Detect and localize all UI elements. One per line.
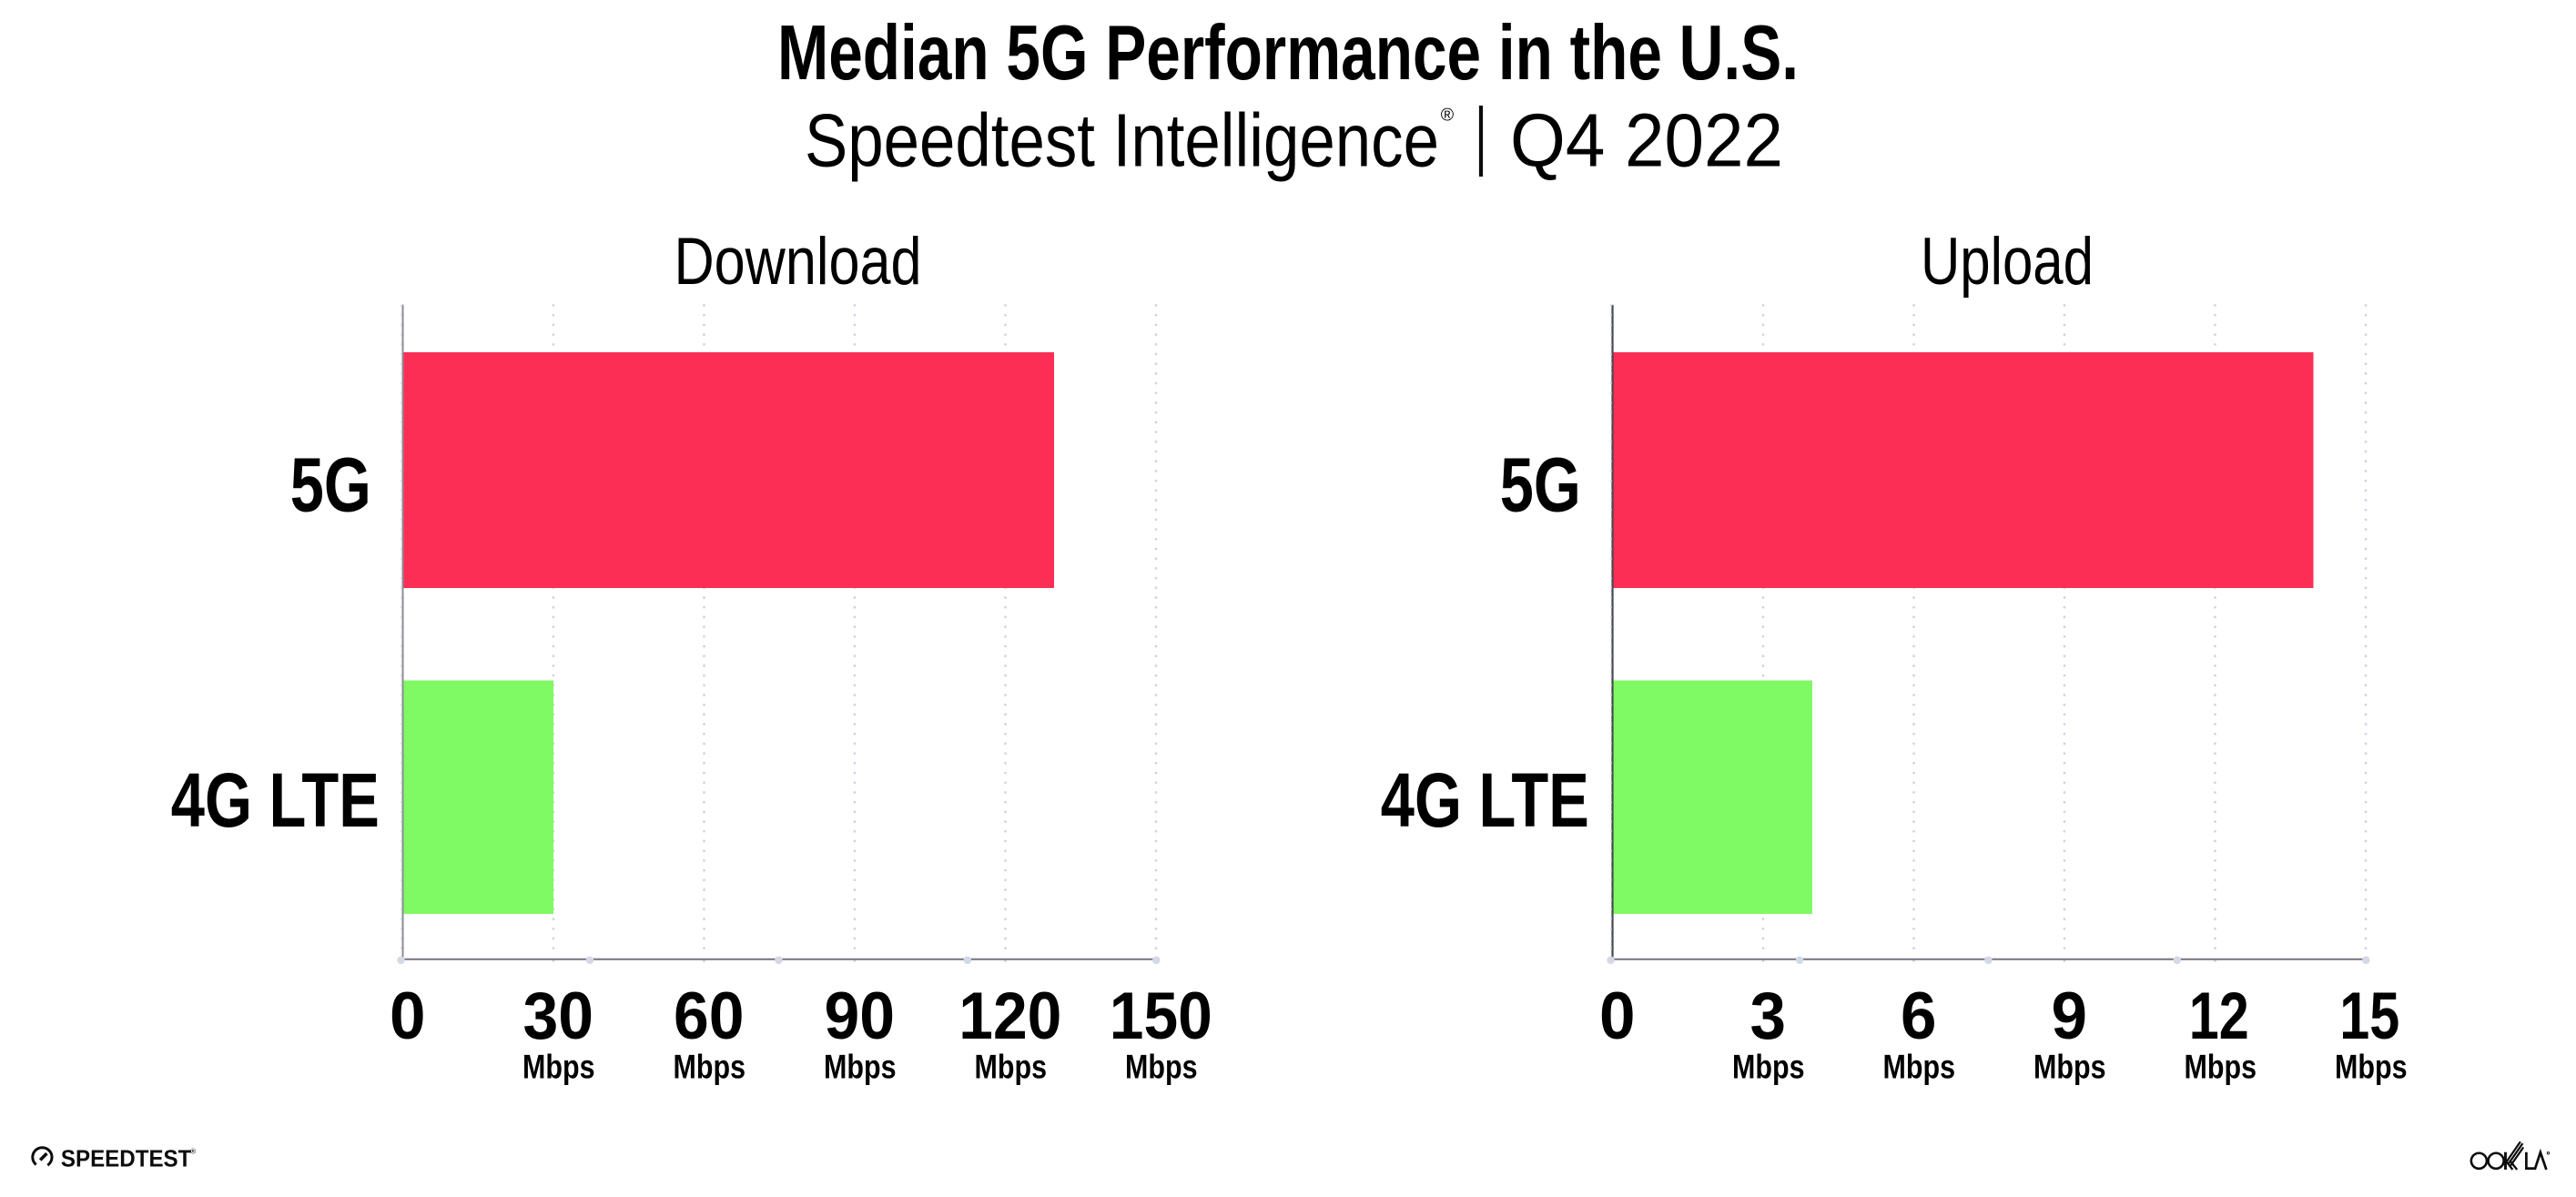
svg-text:Mbps: Mbps (2033, 1049, 2106, 1086)
svg-text:90: 90 (825, 978, 896, 1053)
svg-text:150: 150 (1110, 978, 1212, 1053)
svg-text:Mbps: Mbps (2185, 1049, 2257, 1086)
svg-text:4G LTE: 4G LTE (1381, 757, 1589, 843)
svg-text:Mbps: Mbps (824, 1049, 897, 1086)
svg-text:Median 5G Performance in the U: Median 5G Performance in the U.S. (777, 10, 1799, 96)
svg-text:Mbps: Mbps (1883, 1049, 1956, 1086)
svg-text:0: 0 (390, 978, 426, 1053)
svg-text:Download: Download (674, 225, 922, 299)
svg-text:4G LTE: 4G LTE (171, 757, 380, 843)
svg-text:0: 0 (1599, 978, 1636, 1053)
svg-text:12: 12 (2189, 978, 2249, 1053)
svg-text:3: 3 (1750, 978, 1787, 1053)
svg-text:Mbps: Mbps (2335, 1049, 2408, 1086)
svg-text:Mbps: Mbps (1125, 1049, 1198, 1086)
svg-text:®: ® (1441, 106, 1455, 126)
svg-text:Mbps: Mbps (975, 1049, 1048, 1086)
svg-text:Mbps: Mbps (522, 1049, 595, 1086)
svg-text:Q4 2022: Q4 2022 (1510, 97, 1783, 182)
svg-text:5G: 5G (1500, 442, 1581, 528)
svg-text:SPEEDTEST: SPEEDTEST (61, 1146, 192, 1172)
svg-text:Mbps: Mbps (1732, 1049, 1805, 1086)
svg-text:Upload: Upload (1921, 225, 2094, 299)
svg-text:60: 60 (674, 978, 745, 1053)
svg-text:9: 9 (2052, 978, 2088, 1053)
svg-text:®: ® (190, 1147, 196, 1155)
svg-text:Speedtest Intelligence: Speedtest Intelligence (805, 97, 1439, 182)
svg-text:6: 6 (1901, 978, 1937, 1053)
svg-text:120: 120 (958, 978, 1061, 1053)
svg-text:30: 30 (523, 978, 594, 1053)
svg-text:5G: 5G (290, 442, 371, 528)
svg-text:15: 15 (2339, 978, 2399, 1053)
svg-text:Mbps: Mbps (674, 1049, 746, 1086)
